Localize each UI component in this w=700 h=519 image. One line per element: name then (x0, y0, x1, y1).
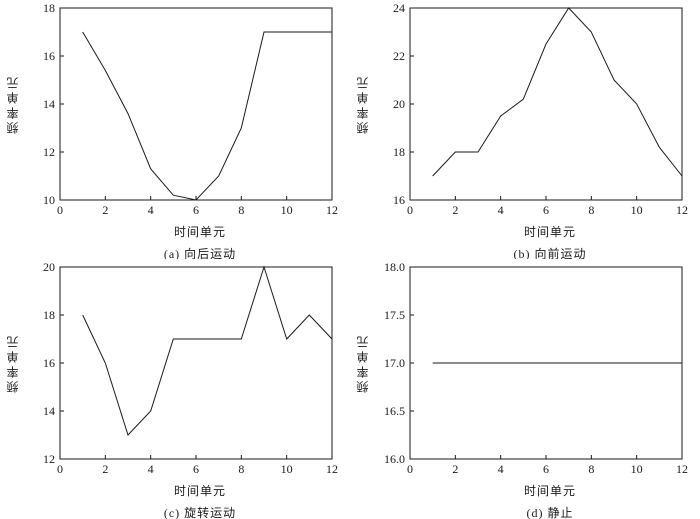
svg-text:6: 6 (193, 203, 199, 217)
svg-text:6: 6 (543, 462, 549, 476)
chart-caption: (d) 静止 (526, 506, 574, 519)
line-plot-backward-motion: 0 2 4 6 8 10 12 10 12 14 16 18 (43, 2, 338, 217)
svg-text:12: 12 (676, 203, 688, 217)
chart-forward-motion: 频率单元 0 2 4 6 8 10 12 16 18 20 22 24 时间单元 (b) 向前运动 (350, 0, 700, 259)
svg-text:18: 18 (393, 145, 405, 159)
svg-text:18: 18 (43, 2, 55, 15)
line-plot-stationary: 0 2 4 6 8 10 12 16.0 16.5 17.0 17.5 18.0 (384, 261, 688, 476)
svg-text:12: 12 (326, 203, 338, 217)
svg-text:4: 4 (498, 203, 504, 217)
svg-text:12: 12 (326, 462, 338, 476)
svg-text:14: 14 (43, 404, 55, 418)
svg-text:8: 8 (588, 462, 594, 476)
svg-text:2: 2 (102, 203, 108, 217)
svg-text:12: 12 (43, 145, 55, 159)
svg-text:16.5: 16.5 (384, 404, 405, 418)
svg-text:20: 20 (43, 261, 55, 274)
svg-text:2: 2 (102, 462, 108, 476)
chart-backward-motion: 频率单元 0 2 4 6 8 10 12 10 12 14 16 18 时间单元 (a) 向后运动 (0, 0, 350, 259)
chart-stationary: 频率单元 0 2 4 6 8 10 12 16.0 16.5 17.0 17.5 18.0 时间单元 … (350, 259, 700, 519)
svg-text:18: 18 (43, 308, 55, 322)
x-axis-label: 时间单元 (523, 225, 576, 239)
svg-text:0: 0 (57, 203, 63, 217)
svg-text:0: 0 (407, 462, 413, 476)
chart-caption: (b) 向前运动 (513, 247, 587, 259)
x-axis-label: 时间单元 (523, 484, 576, 498)
svg-text:24: 24 (393, 2, 405, 15)
svg-text:6: 6 (193, 462, 199, 476)
svg-text:10: 10 (281, 462, 293, 476)
svg-text:2: 2 (452, 462, 458, 476)
plot-row: 频率单元 0 2 4 6 8 10 12 12 14 16 18 20 (4, 261, 340, 481)
plot-row: 频率单元 0 2 4 6 8 10 12 10 12 14 16 18 (4, 2, 340, 222)
svg-text:16.0: 16.0 (384, 452, 405, 466)
chart-caption: (a) 向后运动 (163, 247, 237, 259)
svg-text:4: 4 (498, 462, 504, 476)
svg-text:8: 8 (238, 203, 244, 217)
svg-text:10: 10 (631, 462, 643, 476)
svg-text:10: 10 (281, 203, 293, 217)
svg-text:12: 12 (676, 462, 688, 476)
line-plot-rotation-motion: 0 2 4 6 8 10 12 12 14 16 18 20 (43, 261, 338, 476)
svg-text:8: 8 (588, 203, 594, 217)
svg-text:8: 8 (238, 462, 244, 476)
svg-text:16: 16 (43, 356, 55, 370)
svg-text:14: 14 (43, 97, 55, 111)
x-axis-label: 时间单元 (173, 484, 226, 498)
y-axis-label: 频率单元 (6, 74, 20, 134)
svg-text:0: 0 (407, 203, 413, 217)
svg-text:6: 6 (543, 203, 549, 217)
y-axis-label: 频率单元 (6, 333, 20, 393)
svg-text:4: 4 (148, 203, 154, 217)
plot-row: 频率单元 0 2 4 6 8 10 12 16 18 20 22 24 (354, 2, 690, 222)
y-axis-label: 频率单元 (356, 333, 370, 393)
svg-text:16: 16 (43, 49, 55, 63)
y-axis-label: 频率单元 (356, 74, 370, 134)
svg-text:2: 2 (452, 203, 458, 217)
svg-text:4: 4 (148, 462, 154, 476)
svg-text:12: 12 (43, 452, 55, 466)
plot-row: 频率单元 0 2 4 6 8 10 12 16.0 16.5 17.0 17.5 18.0 (354, 261, 690, 481)
svg-text:18.0: 18.0 (384, 261, 405, 274)
svg-text:20: 20 (393, 97, 405, 111)
svg-text:17.0: 17.0 (384, 356, 405, 370)
svg-text:16: 16 (393, 193, 405, 207)
chart-caption: (c) 旋转运动 (163, 506, 237, 519)
svg-text:10: 10 (631, 203, 643, 217)
chart-rotation-motion: 频率单元 0 2 4 6 8 10 12 12 14 16 18 20 时间单元 (c) 旋转运动 (0, 259, 350, 519)
svg-text:10: 10 (43, 193, 55, 207)
x-axis-label: 时间单元 (173, 225, 226, 239)
svg-text:22: 22 (393, 49, 405, 63)
svg-text:0: 0 (57, 462, 63, 476)
svg-text:17.5: 17.5 (384, 308, 405, 322)
